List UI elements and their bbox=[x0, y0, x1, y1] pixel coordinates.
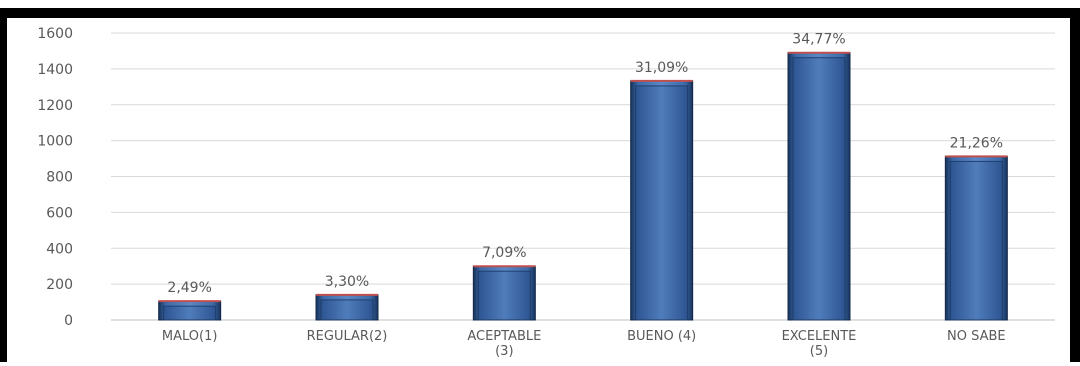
bar-bevel bbox=[949, 160, 1003, 321]
data-label: 3,30% bbox=[325, 274, 369, 290]
bar bbox=[315, 293, 379, 321]
bar-bevel bbox=[477, 270, 531, 321]
bar-bevel bbox=[792, 57, 846, 321]
x-tick-label: REGULAR(2) bbox=[307, 329, 388, 344]
y-tick-label: 1600 bbox=[37, 26, 73, 42]
data-labels: 2,49% 3,30% 7,09% 31,09% 34,77% 21,26% bbox=[167, 32, 1003, 296]
data-label: 2,49% bbox=[167, 280, 211, 296]
bar-bevel bbox=[635, 85, 689, 321]
bar bbox=[630, 79, 694, 321]
y-tick-label: 1200 bbox=[37, 98, 73, 114]
x-tick-label: BUENO (4) bbox=[627, 329, 696, 344]
x-tick-label: EXCELENTE (5) bbox=[782, 329, 857, 359]
bar-chart: 0 200 400 600 800 1000 1200 1400 1600 2,49% 3,30%… bbox=[37, 26, 1055, 359]
bar bbox=[787, 51, 851, 321]
x-tick-label: MALO(1) bbox=[162, 329, 218, 344]
x-axis: MALO(1) REGULAR(2) ACEPTABLE (3) BUENO (4) EX… bbox=[162, 329, 1006, 359]
y-tick-label: 400 bbox=[46, 241, 73, 257]
bar-bevel bbox=[163, 305, 217, 321]
bar-series bbox=[158, 51, 1008, 321]
gridlines bbox=[111, 32, 1055, 321]
data-label: 31,09% bbox=[635, 60, 688, 76]
data-label: 34,77% bbox=[792, 32, 845, 48]
chart-area: 0 200 400 600 800 1000 1200 1400 1600 2,49% 3,30%… bbox=[7, 18, 1070, 362]
y-tick-label: 1000 bbox=[37, 134, 73, 150]
bar bbox=[944, 155, 1008, 321]
data-label: 7,09% bbox=[482, 245, 526, 261]
y-tick-label: 600 bbox=[46, 205, 73, 221]
y-tick-label: 800 bbox=[46, 170, 73, 186]
bar bbox=[472, 265, 536, 321]
x-tick-label: NO SABE bbox=[947, 329, 1006, 344]
bar-bevel bbox=[320, 299, 374, 321]
y-axis: 0 200 400 600 800 1000 1200 1400 1600 bbox=[37, 26, 73, 329]
bar bbox=[158, 300, 222, 321]
data-label: 21,26% bbox=[950, 135, 1003, 151]
x-tick-label: ACEPTABLE (3) bbox=[467, 329, 541, 359]
y-tick-label: 200 bbox=[46, 277, 73, 293]
y-tick-label: 1400 bbox=[37, 62, 73, 78]
y-tick-label: 0 bbox=[64, 313, 73, 329]
